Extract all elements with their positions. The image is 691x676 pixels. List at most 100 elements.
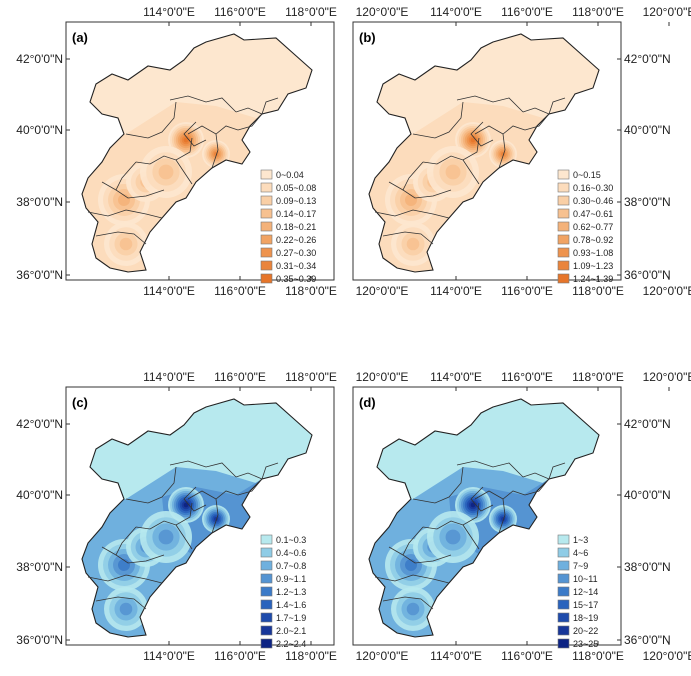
lat-tick-label: 38°0'0"N	[624, 560, 671, 574]
legend-label: 0.27~0.30	[276, 248, 316, 258]
lon-tick-label-bottom: 116°0'0"E	[501, 284, 553, 298]
city-boundary	[462, 524, 480, 550]
lat-tick-label: 36°0'0"N	[16, 268, 63, 282]
legend: 1~3 4~6 7~9 10~11 12~14 15~17 18~19 20~22 23~25	[557, 534, 598, 649]
city-boundary	[522, 107, 550, 115]
city-boundary	[175, 524, 193, 550]
legend-label: 0.35~0.39	[276, 274, 316, 284]
legend-swatch	[557, 234, 570, 245]
city-boundary	[456, 95, 524, 113]
lat-tick-label: 36°0'0"N	[16, 633, 63, 647]
legend-swatch	[557, 169, 570, 180]
province-outline	[368, 398, 600, 638]
legend-swatch	[260, 273, 273, 284]
lon-tick-label-bottom: 120°0'0"E	[356, 649, 409, 663]
city-boundary	[169, 460, 237, 478]
legend: 0~0.04 0.05~0.08 0.09~0.13 0.14~0.17 0.18~0.…	[260, 169, 316, 284]
city-boundary	[382, 596, 434, 610]
lat-tick-label: 40°0'0"N	[624, 123, 671, 137]
city-boundary	[95, 596, 147, 610]
legend-label: 0.93~1.08	[573, 248, 613, 258]
legend-swatch	[260, 547, 273, 558]
city-boundary	[374, 574, 450, 584]
lon-tick-label-top: 118°0'0"E	[572, 5, 624, 19]
city-boundary	[382, 231, 434, 245]
city-boundary	[524, 113, 550, 131]
legend-label: 1.24~1.39	[573, 274, 613, 284]
city-boundary	[183, 121, 207, 147]
legend-label: 15~17	[573, 600, 598, 610]
lon-tick-label-bottom: 116°0'0"E	[214, 649, 266, 663]
city-boundary	[470, 486, 494, 512]
panel-label: (a)	[72, 30, 88, 45]
lon-tick-label-top: 116°0'0"E	[214, 5, 266, 19]
legend-label: 12~14	[573, 587, 598, 597]
lon-tick-label-bottom: 114°0'0"E	[430, 649, 482, 663]
lon-tick-label-top: 120°0'0"E	[356, 370, 409, 384]
legend-label: 0.9~1.1	[276, 574, 306, 584]
city-boundary	[498, 498, 506, 534]
city-boundary	[374, 209, 450, 219]
legend-label: 1~3	[573, 535, 588, 545]
legend-label: 0.18~0.21	[276, 222, 316, 232]
legend-label: 0.09~0.13	[276, 196, 316, 206]
lon-tick-label-top: 116°0'0"E	[214, 370, 266, 384]
lat-tick-label: 42°0'0"N	[624, 52, 671, 66]
legend-label: 1.2~1.3	[276, 587, 306, 597]
city-boundary	[101, 546, 117, 556]
city-boundary	[237, 478, 263, 496]
city-boundary	[115, 161, 165, 199]
legend-swatch	[260, 560, 273, 571]
city-boundary	[169, 95, 237, 113]
city-boundary	[211, 498, 219, 534]
legend-swatch	[557, 586, 570, 597]
legend-label: 0.1~0.3	[276, 535, 306, 545]
legend-swatch	[260, 612, 273, 623]
legend-label: 0.62~0.77	[573, 222, 613, 232]
legend-swatch	[260, 260, 273, 271]
city-boundary	[125, 101, 177, 139]
lat-tick-label: 38°0'0"N	[16, 195, 63, 209]
city-boundary	[388, 181, 404, 191]
legend-swatch	[557, 195, 570, 206]
legend-swatch	[260, 534, 273, 545]
lon-tick-label-top: 118°0'0"E	[572, 370, 624, 384]
map-panel-c: (c) 114°0'0"E 114°0'0"E 116°0'0"E 116°0'0"E 1…	[16, 370, 408, 663]
city-boundary	[235, 107, 263, 115]
legend-label: 23~25	[573, 639, 598, 649]
city-boundary	[261, 462, 279, 480]
legend-swatch	[557, 638, 570, 649]
city-boundary	[548, 462, 566, 480]
lat-tick-label: 40°0'0"N	[16, 488, 63, 502]
lon-tick-label-bottom: 118°0'0"E	[285, 284, 337, 298]
legend-label: 1.7~1.9	[276, 613, 306, 623]
legend-swatch	[260, 573, 273, 584]
city-boundary	[524, 478, 550, 496]
legend-swatch	[557, 221, 570, 232]
city-boundary	[522, 472, 550, 480]
panel-label: (c)	[72, 395, 88, 410]
legend-swatch	[260, 638, 273, 649]
lon-tick-label-top: 120°0'0"E	[643, 370, 691, 384]
lon-tick-label-bottom: 118°0'0"E	[285, 649, 337, 663]
panel-label: (d)	[359, 395, 376, 410]
legend-label: 0.14~0.17	[276, 209, 316, 219]
legend-swatch	[260, 221, 273, 232]
legend-swatch	[557, 260, 570, 271]
city-boundary	[402, 161, 452, 199]
map-panel-b: (b) 114°0'0"E 114°0'0"E 116°0'0"E 116°0'0"E 1…	[352, 5, 691, 298]
lat-tick-label: 42°0'0"N	[624, 417, 671, 431]
legend-swatch	[260, 234, 273, 245]
legend-label: 0.05~0.08	[276, 183, 316, 193]
lon-tick-label-bottom: 120°0'0"E	[643, 649, 691, 663]
legend-swatch	[557, 612, 570, 623]
legend-label: 0.78~0.92	[573, 235, 613, 245]
lon-tick-label-top: 120°0'0"E	[356, 5, 409, 19]
lon-tick-label-bottom: 114°0'0"E	[143, 649, 195, 663]
city-boundary	[498, 133, 506, 169]
lon-tick-label-top: 114°0'0"E	[143, 370, 195, 384]
lon-tick-label-top: 114°0'0"E	[143, 5, 195, 19]
city-boundary	[402, 526, 452, 564]
lat-tick-label: 40°0'0"N	[16, 123, 63, 137]
